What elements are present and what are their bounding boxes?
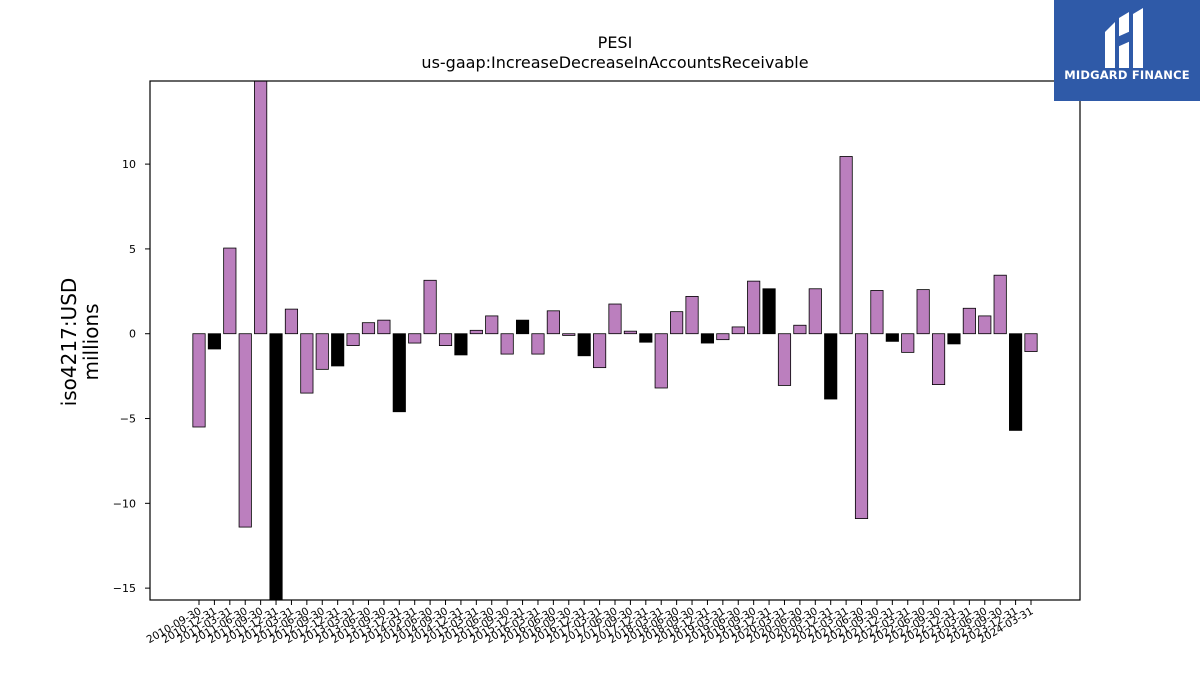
bar-2010-09-30: [192, 333, 206, 428]
bar-2017-06-30: [608, 303, 622, 335]
bar-2018-09-30: [685, 295, 699, 335]
bar-2014-03-31: [408, 333, 422, 344]
bar-2017-03-31: [593, 333, 607, 369]
bar-2017-09-30: [623, 330, 637, 335]
bar-2018-06-30: [670, 311, 684, 335]
bar-2019-06-30: [731, 326, 745, 335]
chart-subtitle: us-gaap:IncreaseDecreaseInAccountsReceiv…: [421, 53, 808, 72]
y-axis-ticks: −15 −10 −5 0 5 10: [113, 158, 150, 595]
bar-2011-12-31: [269, 333, 283, 601]
bar-2016-03-31: [531, 333, 545, 355]
bar-2019-03-31: [716, 333, 730, 341]
bar-2015-06-30: [485, 315, 499, 335]
plot-frame: [149, 80, 1081, 601]
bar-2018-03-31: [654, 333, 668, 389]
logo-mark-icon: [1105, 8, 1143, 68]
bar-2019-12-31: [762, 288, 776, 335]
bar-2011-03-31: [223, 247, 237, 335]
bar-2022-03-31: [901, 333, 915, 353]
chart-title: PESI: [598, 33, 633, 52]
bar-2013-12-31: [392, 333, 406, 413]
bar-2012-03-31: [284, 308, 299, 335]
logo-text: MIDGARD FINANCE: [1064, 68, 1190, 82]
bar-2013-09-30: [377, 319, 391, 335]
bar-2023-12-31: [1009, 333, 1023, 431]
bar-2014-09-30: [438, 333, 453, 346]
bar-2022-12-31: [947, 333, 961, 345]
bar-2024-03-31: [1024, 333, 1038, 352]
bar-2023-09-30: [993, 274, 1007, 335]
bar-2017-12-31: [639, 333, 653, 343]
bar-2011-06-30: [238, 333, 252, 528]
bar-2018-12-31: [700, 333, 715, 344]
bar-2012-09-30: [315, 333, 329, 370]
bar-2022-06-30: [916, 289, 930, 335]
bar-2013-03-31: [346, 333, 360, 346]
midgard-finance-logo: MIDGARD FINANCE: [1054, 0, 1200, 101]
bar-2019-09-30: [747, 280, 761, 335]
bar-2020-03-31: [777, 333, 792, 386]
y-tick-label: 0: [129, 328, 136, 341]
y-tick-label: −5: [120, 413, 136, 426]
bar-2016-12-31: [577, 333, 591, 357]
bar-2023-03-31: [962, 307, 976, 335]
bars-group: [192, 80, 1038, 601]
y-axis-label: iso4217:USD: [57, 278, 81, 407]
bar-2015-09-30: [500, 333, 514, 355]
bar-2011-09-30: [254, 80, 268, 335]
bar-2020-12-31: [824, 333, 838, 400]
bar-2021-03-31: [839, 156, 853, 335]
bar-2014-06-30: [423, 279, 437, 335]
y-tick-label: −15: [113, 582, 136, 595]
bar-2021-09-30: [870, 290, 884, 335]
y-tick-label: −10: [113, 497, 136, 510]
bar-2012-06-30: [300, 333, 314, 394]
bar-2012-12-31: [331, 333, 345, 367]
bar-2016-09-30: [562, 333, 576, 336]
bar-2013-06-30: [361, 322, 376, 335]
bar-2010-12-31: [207, 333, 221, 350]
y-axis-unit-label: millions: [79, 303, 103, 380]
bar-2014-12-31: [454, 333, 468, 356]
bar-2016-06-30: [546, 310, 560, 335]
bar-2021-06-30: [854, 333, 869, 519]
bar-2020-09-30: [808, 288, 822, 335]
y-tick-label: 10: [122, 158, 136, 171]
bar-2023-06-30: [978, 315, 992, 335]
bar-2015-03-31: [469, 329, 483, 335]
bar-2020-06-30: [793, 324, 807, 335]
bar-2021-12-31: [885, 333, 899, 342]
y-tick-label: 5: [129, 243, 136, 256]
bar-2022-09-30: [931, 333, 946, 386]
bar-2015-12-31: [515, 319, 530, 335]
x-axis-ticks: 2010-09-302010-12-312011-03-312011-06-30…: [145, 600, 1036, 646]
